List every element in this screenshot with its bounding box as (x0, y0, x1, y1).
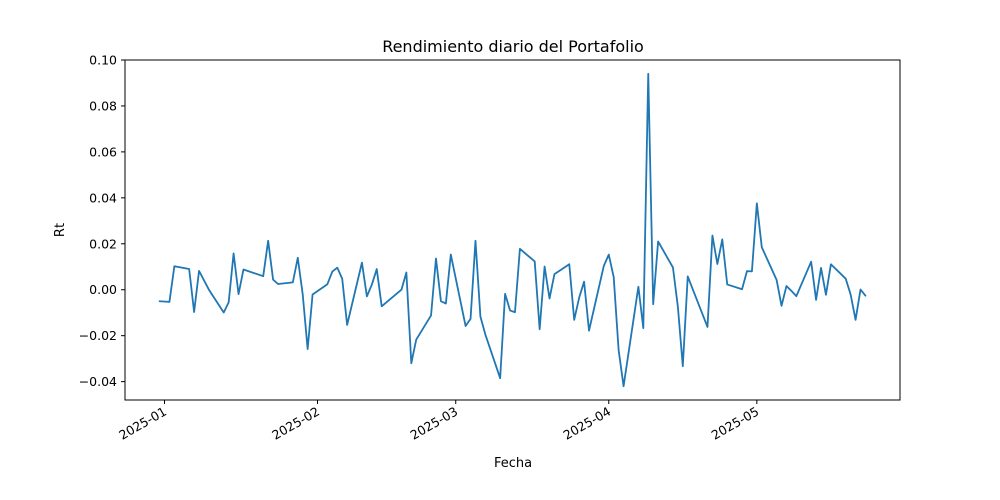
y-tick-label: 0.00 (89, 282, 117, 297)
y-tick-label: 0.06 (89, 144, 117, 159)
y-tick-label: −0.02 (79, 328, 117, 343)
x-tick-label: 2025-02 (269, 404, 322, 443)
x-tick-label: 2025-03 (407, 404, 460, 443)
x-tick-label: 2025-01 (116, 404, 169, 443)
x-axis: 2025-01 2025-02 2025-03 2025-04 2025-05 (116, 400, 761, 443)
x-tick-label: 2025-05 (709, 404, 762, 443)
y-tick-label: 0.10 (89, 53, 117, 68)
y-tick-label: 0.02 (89, 236, 117, 251)
y-axis: −0.04 −0.02 0.00 0.02 0.04 0.06 0.08 0.10 (79, 53, 125, 389)
series-line (158, 72, 867, 388)
y-tick-label: 0.04 (89, 190, 117, 205)
y-tick-label: −0.04 (79, 374, 117, 389)
plot-area (124, 59, 901, 401)
x-tick-label: 2025-04 (561, 404, 614, 443)
y-axis-title: Rt (53, 223, 68, 237)
x-axis-title: Fecha (494, 456, 532, 471)
y-tick-label: 0.08 (89, 98, 117, 113)
chart-title: Rendimiento diario del Portafolio (382, 37, 644, 56)
